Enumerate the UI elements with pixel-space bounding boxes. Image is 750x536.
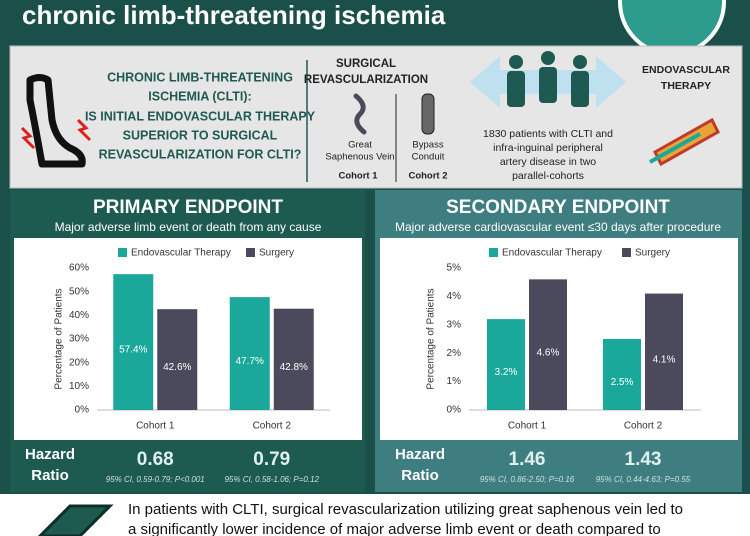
cohort-conduit: Conduit bbox=[412, 152, 445, 163]
hazard-ratio-ci: 95% CI, 0.58-1.06; P=0.12 bbox=[224, 475, 319, 484]
bar bbox=[273, 308, 314, 410]
y-axis-label: Percentage of Patients bbox=[54, 288, 65, 389]
hazard-ratio-ci: 95% CI, 0.44-4.63; P=0.55 bbox=[596, 475, 691, 484]
y-tick-label: 1% bbox=[447, 376, 462, 387]
catheter-icon bbox=[649, 117, 720, 167]
hazard-ratio-ci: 95% CI, 0.59-0.79; P<0.001 bbox=[106, 475, 205, 484]
question: SUPERIOR TO SURGICAL bbox=[123, 128, 278, 142]
hazard-ratio: 0.68 bbox=[137, 449, 174, 470]
cohort-conduit: Saphenous Vein bbox=[325, 152, 394, 163]
y-tick-label: 3% bbox=[447, 319, 462, 330]
surgical-title: REVASCULARIZATION bbox=[304, 74, 428, 86]
y-tick-label: 30% bbox=[69, 334, 89, 345]
conclusion: a significantly lower incidence of major… bbox=[128, 521, 661, 536]
leg-icon bbox=[20, 74, 92, 168]
legend-swatch bbox=[246, 248, 255, 257]
conduit-icon bbox=[421, 93, 435, 135]
value-label: 57.4% bbox=[119, 345, 147, 356]
question: IS INITIAL ENDOVASCULAR THERAPY bbox=[85, 109, 316, 123]
conclusion-icon bbox=[37, 504, 114, 536]
x-tick-label: Cohort 1 bbox=[508, 421, 547, 432]
hazard-ratio-ci: 95% CI, 0.86-2.50; P=0.16 bbox=[480, 475, 575, 484]
legend-swatch bbox=[118, 248, 127, 257]
legend-label: Endovascular Therapy bbox=[131, 248, 231, 259]
value-label: 42.6% bbox=[163, 362, 191, 373]
value-label: 47.7% bbox=[236, 356, 264, 367]
legend-label: Surgery bbox=[259, 248, 294, 259]
bar bbox=[529, 279, 567, 410]
panel-title: PRIMARY ENDPOINT bbox=[93, 197, 283, 218]
y-tick-label: 20% bbox=[69, 357, 89, 368]
bar bbox=[603, 339, 641, 410]
x-tick-label: Cohort 2 bbox=[624, 421, 663, 432]
value-label: 3.2% bbox=[495, 367, 518, 378]
surgical-title: SURGICAL bbox=[336, 58, 396, 70]
bar bbox=[645, 293, 683, 410]
y-tick-label: 2% bbox=[447, 348, 462, 359]
hazard-ratio: 1.43 bbox=[625, 449, 662, 470]
value-label: 4.6% bbox=[537, 347, 560, 358]
header-title: chronic limb-threatening ischemia bbox=[22, 0, 446, 30]
cohort-label: Cohort 2 bbox=[408, 171, 447, 182]
question: REVASCULARIZATION FOR CLTI? bbox=[99, 147, 302, 161]
y-tick-label: 0% bbox=[447, 405, 462, 416]
legend-label: Surgery bbox=[635, 248, 670, 259]
bar bbox=[157, 309, 198, 410]
people-icon bbox=[470, 51, 626, 108]
bar bbox=[229, 297, 270, 410]
conclusion: In patients with CLTI, surgical revascul… bbox=[128, 501, 683, 518]
y-tick-label: 60% bbox=[69, 263, 89, 274]
hazard-ratio: 0.79 bbox=[253, 449, 290, 470]
y-tick-label: 5% bbox=[447, 263, 462, 274]
value-label: 4.1% bbox=[653, 354, 676, 365]
vein-icon bbox=[353, 93, 367, 135]
condition: ISCHEMIA (CLTI): bbox=[148, 89, 251, 103]
legend-swatch bbox=[622, 248, 631, 257]
y-tick-label: 40% bbox=[69, 310, 89, 321]
condition: CHRONIC LIMB-THREATENING bbox=[107, 70, 293, 84]
panel-subtitle: Major adverse limb event or death from a… bbox=[55, 220, 322, 234]
hazard-ratio-label: Ratio bbox=[401, 467, 439, 484]
population: infra-inguinal peripheral bbox=[493, 142, 603, 154]
intro-panel bbox=[9, 45, 743, 189]
value-label: 42.8% bbox=[280, 362, 308, 373]
legend-swatch bbox=[489, 248, 498, 257]
conclusion-panel bbox=[0, 494, 750, 536]
cohort-label: Cohort 1 bbox=[338, 171, 378, 182]
hazard-ratio: 1.46 bbox=[509, 449, 546, 470]
endovascular-title: THERAPY bbox=[661, 80, 711, 92]
cohort-conduit: Bypass bbox=[412, 140, 443, 151]
population: parallel-cohorts bbox=[512, 170, 584, 182]
x-tick-label: Cohort 2 bbox=[253, 421, 292, 432]
population: 1830 patients with CLTI and bbox=[483, 128, 613, 140]
value-label: 2.5% bbox=[611, 377, 634, 388]
y-tick-label: 4% bbox=[447, 291, 462, 302]
panel-title: SECONDARY ENDPOINT bbox=[446, 197, 670, 218]
bar bbox=[487, 319, 525, 410]
hazard-ratio-label: Hazard bbox=[25, 446, 75, 463]
population: artery disease in two bbox=[500, 156, 596, 168]
cohort-conduit: Great bbox=[348, 140, 372, 151]
x-tick-label: Cohort 1 bbox=[136, 421, 175, 432]
hazard-ratio-label: Ratio bbox=[31, 467, 69, 484]
y-tick-label: 50% bbox=[69, 286, 89, 297]
y-axis-label: Percentage of Patients bbox=[426, 288, 437, 389]
endovascular-title: ENDOVASCULAR bbox=[642, 64, 730, 76]
hazard-ratio-label: Hazard bbox=[395, 446, 445, 463]
legend-label: Endovascular Therapy bbox=[502, 248, 602, 259]
y-tick-label: 10% bbox=[69, 381, 89, 392]
y-tick-label: 0% bbox=[75, 405, 90, 416]
panel-subtitle: Major adverse cardiovascular event ≤30 d… bbox=[395, 220, 721, 234]
bar bbox=[113, 274, 154, 410]
